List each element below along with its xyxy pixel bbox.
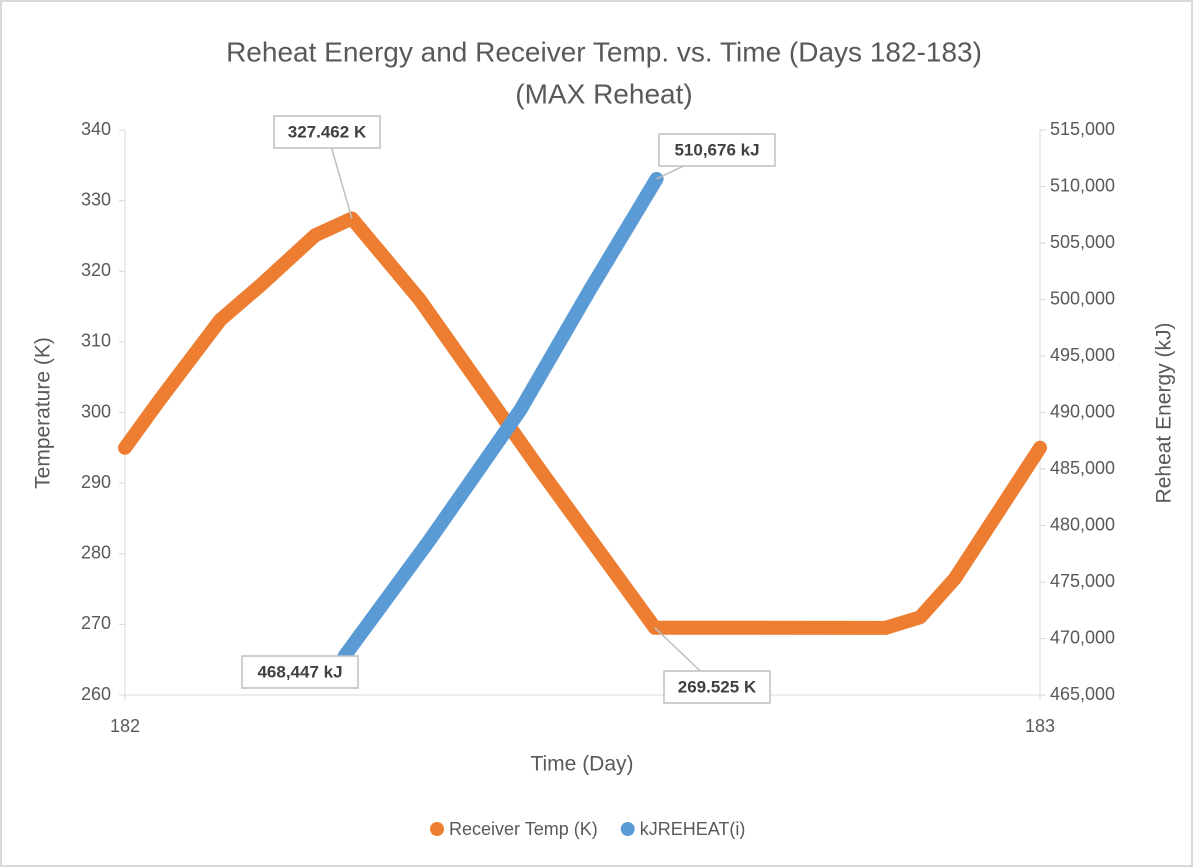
series-line — [118, 211, 1047, 635]
y2-tick-label: 470,000 — [1050, 627, 1115, 647]
y-tick-label: 340 — [81, 119, 111, 139]
y2-tick-label: 515,000 — [1050, 119, 1115, 139]
data-label: 468,447 kJ — [257, 662, 342, 681]
legend-marker — [430, 822, 444, 836]
y-tick-label: 290 — [81, 472, 111, 492]
y2-tick-label: 495,000 — [1050, 345, 1115, 365]
data-label: 269.525 K — [678, 677, 757, 696]
legend-label: kJREHEAT(i) — [640, 819, 746, 839]
y2-tick-label: 505,000 — [1050, 232, 1115, 252]
data-label-box — [658, 133, 776, 167]
y-tick-label: 270 — [81, 613, 111, 633]
y2-tick-label: 500,000 — [1050, 288, 1115, 308]
data-label-box — [241, 655, 359, 689]
y2-axis-label: Reheat Energy (kJ) — [1153, 323, 1176, 504]
x-tick-label: 183 — [1025, 716, 1055, 736]
legend-marker — [620, 822, 635, 836]
legend-label: Receiver Temp (K) — [449, 819, 598, 839]
y-tick-label: 330 — [81, 189, 111, 209]
chart-title: Reheat Energy and Receiver Temp. vs. Tim… — [226, 36, 982, 67]
y-tick-label: 260 — [81, 684, 111, 704]
y-tick-label: 320 — [81, 260, 111, 280]
data-label-box — [273, 115, 381, 149]
x-tick-label: 182 — [110, 716, 140, 736]
y2-tick-label: 475,000 — [1050, 571, 1115, 591]
data-label: 510,676 kJ — [674, 140, 759, 159]
x-axis-label: Time (Day) — [530, 753, 633, 776]
series-line — [337, 171, 664, 663]
y-tick-label: 300 — [81, 401, 111, 421]
y-tick-label: 310 — [81, 331, 111, 351]
chart-subtitle: (MAX Reheat) — [515, 78, 692, 109]
data-label: 327.462 K — [288, 122, 367, 141]
y2-tick-label: 490,000 — [1050, 401, 1115, 421]
y2-tick-label: 485,000 — [1050, 458, 1115, 478]
y2-tick-label: 510,000 — [1050, 175, 1115, 195]
data-label-box — [663, 670, 771, 704]
y2-tick-label: 480,000 — [1050, 514, 1115, 534]
y-tick-label: 280 — [81, 543, 111, 563]
y2-tick-label: 465,000 — [1050, 684, 1115, 704]
y-axis-label: Temperature (K) — [32, 337, 55, 489]
